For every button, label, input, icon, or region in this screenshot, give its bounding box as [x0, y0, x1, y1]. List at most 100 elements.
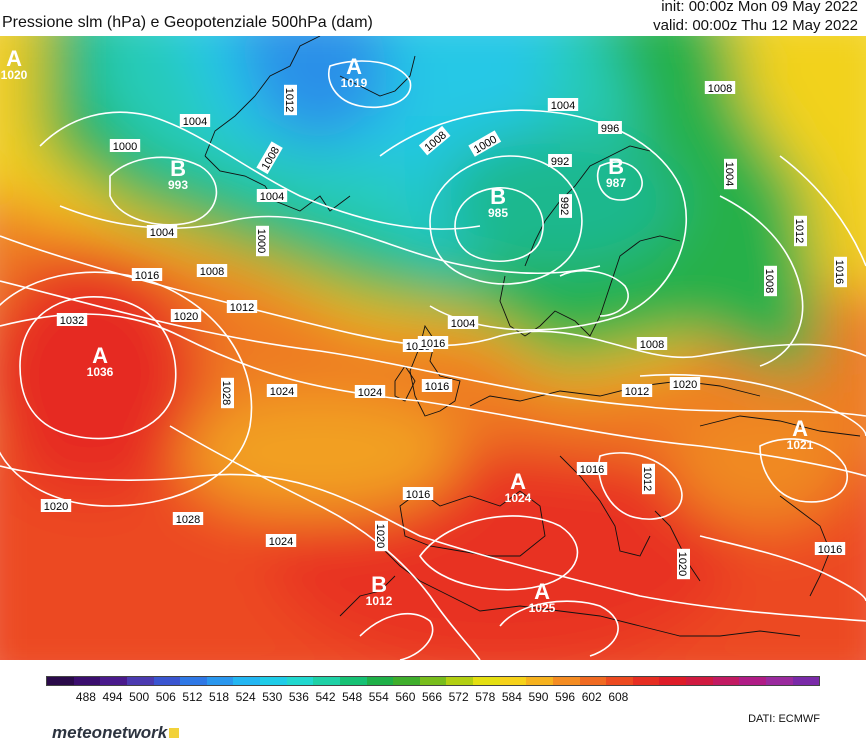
color-swatch [526, 677, 553, 685]
svg-text:985: 985 [488, 206, 508, 220]
isobar-label: 1000 [255, 225, 269, 257]
svg-text:1012: 1012 [625, 386, 649, 398]
isobar-label: 1004 [723, 158, 737, 190]
color-swatch [552, 677, 580, 685]
color-scale-tick: 494 [102, 690, 123, 704]
color-swatch [765, 677, 793, 685]
color-scale-tick: 530 [262, 690, 283, 704]
color-swatch [260, 677, 287, 685]
color-swatch [339, 677, 367, 685]
color-scale-tick: 524 [235, 690, 256, 704]
run-info: init: 00:00z Mon 09 May 2022 valid: 00:0… [653, 0, 858, 35]
svg-text:1020: 1020 [1, 68, 28, 82]
svg-text:1008: 1008 [640, 339, 664, 351]
map-title: Pressione slm (hPa) e Geopotenziale 500h… [2, 14, 373, 31]
svg-text:1008: 1008 [708, 83, 732, 95]
color-scale-tick: 560 [395, 690, 416, 704]
svg-text:1020: 1020 [374, 524, 386, 548]
color-swatch [286, 677, 314, 685]
init-time: init: 00:00z Mon 09 May 2022 [661, 0, 858, 15]
color-swatch [100, 677, 127, 685]
svg-text:1012: 1012 [230, 302, 254, 314]
isobar-label: 1024 [265, 534, 297, 548]
color-scale-tick: 554 [368, 690, 389, 704]
color-scale-tick: 542 [315, 690, 336, 704]
svg-text:A: A [792, 416, 808, 441]
color-scale-ticks: 488 494 500 506 512 518 524 530 536 542 548 554 560 5… [46, 690, 818, 706]
svg-text:1028: 1028 [220, 381, 232, 405]
color-swatch [446, 677, 473, 685]
svg-text:1016: 1016 [833, 260, 845, 284]
svg-text:1016: 1016 [580, 464, 604, 476]
color-scale-legend: 488 494 500 506 512 518 524 530 536 542 548 554 560 5… [46, 676, 820, 706]
isobar-label: 1000 [109, 139, 141, 153]
isobar-label: 1024 [266, 384, 298, 398]
color-swatch [606, 677, 633, 685]
color-scale-tick: 488 [75, 690, 96, 704]
isobar-label: 1004 [256, 189, 288, 203]
isobar-label: 1028 [220, 377, 234, 409]
color-swatch [659, 677, 686, 685]
svg-text:A: A [346, 54, 362, 79]
color-swatch [712, 677, 740, 685]
isobar-label: 1016 [576, 462, 608, 476]
svg-text:1008: 1008 [763, 269, 775, 293]
svg-text:1012: 1012 [793, 219, 805, 243]
color-swatch [419, 677, 447, 685]
svg-text:1008: 1008 [200, 266, 224, 278]
color-scale-tick: 500 [129, 690, 150, 704]
color-swatch [206, 677, 234, 685]
svg-text:1004: 1004 [723, 162, 735, 186]
isobar-label: 1008 [763, 265, 777, 297]
svg-text:992: 992 [551, 156, 569, 168]
isobar-label: 992 [558, 194, 572, 218]
color-scale-tick: 608 [608, 690, 629, 704]
svg-text:992: 992 [558, 197, 570, 215]
isobar-label: 1032 [56, 313, 88, 327]
isobar-label: 1012 [641, 463, 655, 495]
color-swatch [153, 677, 181, 685]
color-scale-bar [46, 676, 820, 686]
color-scale-tick: 512 [182, 690, 203, 704]
svg-text:1024: 1024 [270, 386, 294, 398]
svg-text:1024: 1024 [269, 536, 293, 548]
color-swatch [579, 677, 607, 685]
svg-text:1004: 1004 [451, 318, 475, 330]
color-scale-tick: 602 [581, 690, 602, 704]
isobar-label: 1020 [40, 499, 72, 513]
svg-text:B: B [490, 184, 506, 209]
color-swatch [313, 677, 340, 685]
color-swatch [632, 677, 660, 685]
color-swatch [739, 677, 766, 685]
isobar-label: 1016 [814, 542, 846, 556]
svg-text:A: A [6, 46, 22, 71]
svg-text:1016: 1016 [421, 338, 445, 350]
isobar-label: 1004 [547, 98, 579, 112]
svg-text:996: 996 [601, 123, 619, 135]
isobar-label: 1020 [374, 520, 388, 552]
isobar-label: 1016 [131, 268, 163, 282]
color-scale-tick: 572 [448, 690, 469, 704]
isobar-label: 996 [598, 121, 622, 135]
svg-text:1016: 1016 [818, 544, 842, 556]
isobar-label: 1004 [146, 225, 178, 239]
svg-text:993: 993 [168, 178, 188, 192]
svg-text:987: 987 [606, 176, 626, 190]
isobar-label: 1016 [421, 379, 453, 393]
isobar-label: 1020 [170, 309, 202, 323]
color-swatch [47, 677, 74, 685]
data-source: DATI: ECMWF [748, 713, 820, 725]
svg-text:1020: 1020 [676, 552, 688, 576]
color-swatch [499, 677, 527, 685]
color-swatch [180, 677, 207, 685]
isobar-label: 1012 [621, 384, 653, 398]
svg-text:1000: 1000 [113, 141, 137, 153]
svg-text:A: A [92, 343, 108, 368]
